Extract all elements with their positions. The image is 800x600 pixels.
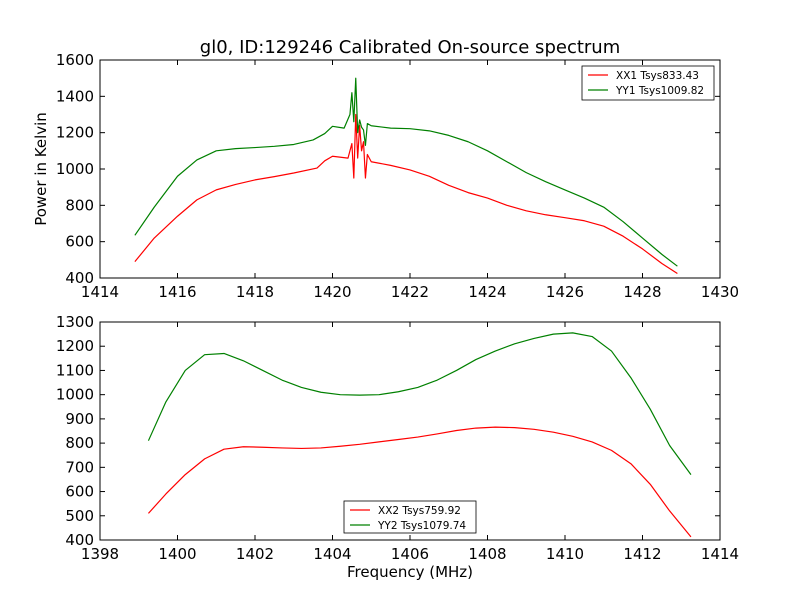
x-tick-label: 1402 — [236, 545, 274, 563]
x-tick-label: 1410 — [546, 545, 584, 563]
legend-label: XX2 Tsys759.92 — [378, 505, 461, 517]
legend: XX2 Tsys759.92 YY2 Tsys1079.74 — [343, 500, 477, 534]
x-tick-label: 1428 — [623, 283, 661, 301]
y-tick-label: 1000 — [56, 160, 94, 178]
y-tick-label: 1200 — [56, 124, 94, 142]
x-tick-label: 1408 — [468, 545, 506, 563]
x-tick-label: 1416 — [158, 283, 196, 301]
y-tick-label: 700 — [65, 458, 94, 476]
y-tick-label: 800 — [65, 434, 94, 452]
x-tick-label: 1422 — [391, 283, 429, 301]
bottom-plot: 1398 1400 1402 1404 1406 1408 1410 1412 1414 400 5… — [56, 313, 739, 563]
y-tick-label: 1000 — [56, 386, 94, 404]
y-tick-label: 900 — [65, 410, 94, 428]
x-tick-label: 1400 — [158, 545, 196, 563]
y-tick-label: 1200 — [56, 337, 94, 355]
x-tick-label: 1406 — [391, 545, 429, 563]
y-tick-label: 1600 — [56, 51, 94, 69]
x-tick-label: 1426 — [546, 283, 584, 301]
x-tick-label: 1418 — [236, 283, 274, 301]
x-tick-label: 1420 — [313, 283, 351, 301]
legend-label: YY2 Tsys1079.74 — [377, 520, 466, 532]
y-tick-label: 1100 — [56, 361, 94, 379]
y-tick-label: 500 — [65, 507, 94, 525]
x-tick-label: 1412 — [623, 545, 661, 563]
x-tick-label: 1404 — [313, 545, 351, 563]
x-tick-label: 1424 — [468, 283, 506, 301]
y-tick-label: 600 — [65, 233, 94, 251]
series-line-1-2 — [134, 77, 678, 267]
chart-title: gl0, ID:129246 Calibrated On-source spec… — [200, 37, 620, 58]
y-tick-label: 1400 — [56, 87, 94, 105]
y-tick-label: 400 — [65, 269, 94, 287]
x-tick-label: 1430 — [701, 283, 739, 301]
y-tick-label: 600 — [65, 483, 94, 501]
legend-label: XX1 Tsys833.43 — [616, 70, 699, 82]
y-tick-label: 800 — [65, 196, 94, 214]
y-tick-label: 400 — [65, 531, 94, 549]
x-tick-label: 1414 — [81, 283, 119, 301]
series-line-1-1 — [134, 113, 678, 274]
series-line-2-1 — [147, 426, 692, 538]
x-tick-label: 1414 — [701, 545, 739, 563]
x-tick-label: 1398 — [81, 545, 119, 563]
y-tick-label: 1300 — [56, 313, 94, 331]
legend-label: YY1 Tsys1009.82 — [615, 85, 704, 97]
x-axis-label: Frequency (MHz) — [347, 563, 473, 581]
top-plot: 1414 1416 1418 1420 1422 1424 1426 1428 1430 400 6… — [56, 51, 739, 301]
legend: XX1 Tsys833.43 YY1 Tsys1009.82 — [581, 65, 715, 101]
series-line-2-2 — [147, 332, 692, 475]
y-axis-label: Power in Kelvin — [32, 112, 50, 226]
